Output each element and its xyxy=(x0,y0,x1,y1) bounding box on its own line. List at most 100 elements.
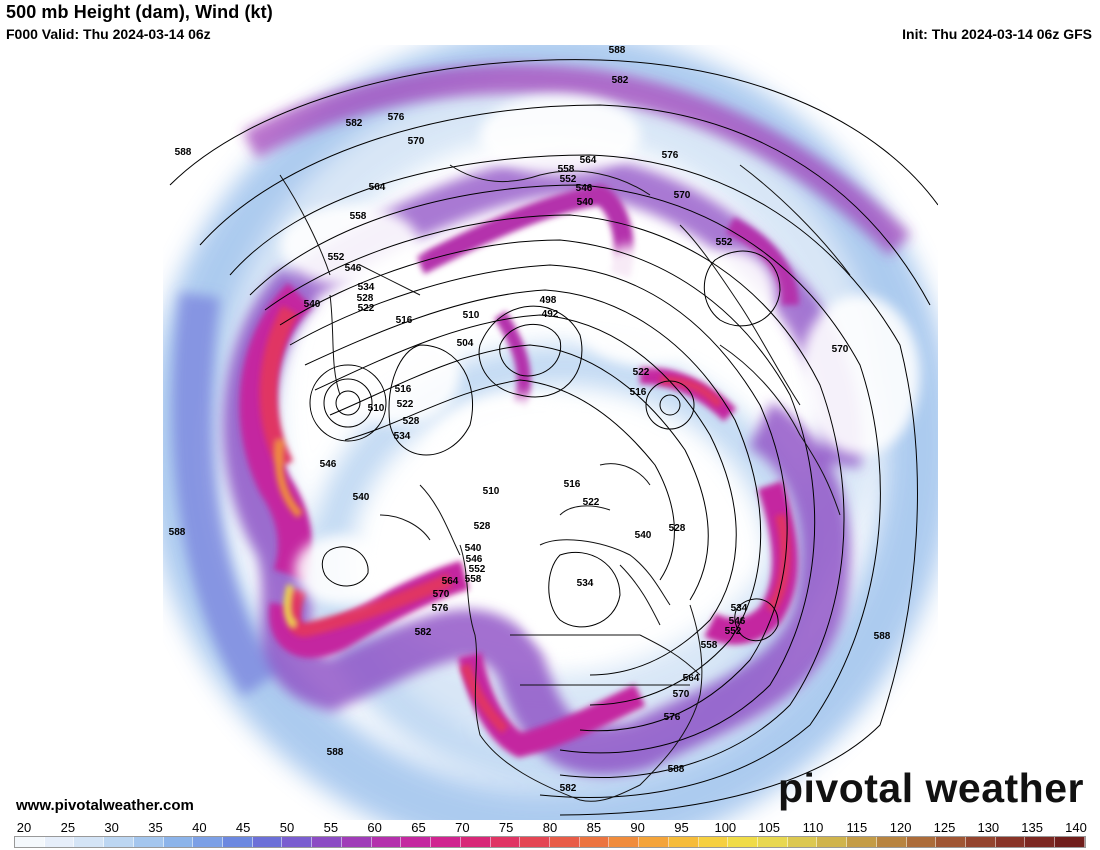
colorbar-cell xyxy=(609,837,640,847)
colorbar-tick-label: 55 xyxy=(323,820,339,835)
contour-label: 516 xyxy=(564,479,581,490)
colorbar-tick-label: 110 xyxy=(802,820,824,835)
contour-label: 564 xyxy=(580,155,597,166)
contour-label: 498 xyxy=(540,295,557,306)
chart-header: 500 mb Height (dam), Wind (kt) F000 Vali… xyxy=(0,0,1100,46)
contour-label: 588 xyxy=(169,527,186,538)
contour-label: 510 xyxy=(368,403,385,414)
contour-label: 546 xyxy=(576,183,593,194)
colorbar-cell xyxy=(698,837,729,847)
contour-label: 540 xyxy=(304,299,321,310)
contour-label: 552 xyxy=(725,626,742,637)
colorbar-cell xyxy=(639,837,669,847)
colorbar-cell xyxy=(341,837,372,847)
colorbar-cell xyxy=(995,837,1026,847)
colorbar-cell xyxy=(104,837,134,847)
contour-label: 516 xyxy=(630,387,647,398)
colorbar-tick-label: 120 xyxy=(889,820,912,835)
contour-label: 582 xyxy=(346,118,363,129)
colorbar-cell xyxy=(579,837,610,847)
contour-label: 552 xyxy=(328,252,345,263)
height-contours xyxy=(169,59,938,816)
brand-logo: pivotal weather xyxy=(778,765,1084,811)
contour-label: 492 xyxy=(542,309,559,320)
contour-label: 546 xyxy=(729,616,746,627)
contour-label: 588 xyxy=(609,45,626,56)
contour-label: 576 xyxy=(388,112,405,123)
colorbar-tick-label: 40 xyxy=(192,820,207,835)
contour-label: 570 xyxy=(408,136,425,147)
colorbar-cell xyxy=(460,837,491,847)
colorbar-tick-label: 95 xyxy=(674,820,689,835)
colorbar-tick-label: 35 xyxy=(148,820,163,835)
contour-label: 540 xyxy=(353,492,370,503)
contour-label: 534 xyxy=(358,282,375,293)
contour-label: 528 xyxy=(403,416,420,427)
contour-label: 558 xyxy=(701,640,718,651)
contour-label: 534 xyxy=(394,431,411,442)
map-canvas: 5885825885825765705765645585525465405705… xyxy=(163,45,938,820)
weather-map: 588 582 588 582 576 570 576 564 558 552 546 540 570 5… xyxy=(0,45,1100,820)
contour-label: 588 xyxy=(668,764,685,775)
contour-label: 516 xyxy=(395,384,412,395)
colorbar-cell xyxy=(787,837,818,847)
colorbar-tick-label: 135 xyxy=(1021,820,1044,835)
contour-label: 558 xyxy=(465,574,482,585)
contour-label: 582 xyxy=(415,627,432,638)
colorbar-tick-label: 60 xyxy=(367,820,382,835)
contour-label: 528 xyxy=(357,293,374,304)
colorbar-tick-label: 125 xyxy=(933,820,956,835)
colorbar-cell xyxy=(906,837,937,847)
colorbar-tick-label: 85 xyxy=(586,820,602,835)
colorbar-cell xyxy=(490,837,521,847)
colorbar-cell xyxy=(847,837,877,847)
coastlines xyxy=(279,164,851,802)
colorbar-tick-label: 130 xyxy=(977,820,1000,835)
wind-shading xyxy=(163,45,938,820)
contour-label: 534 xyxy=(731,603,748,614)
colorbar-cell xyxy=(1025,837,1056,847)
colorbar-cell xyxy=(936,837,966,847)
colorbar-cell xyxy=(817,837,848,847)
contour-label: 510 xyxy=(483,486,500,497)
colorbar-tick-label: 25 xyxy=(60,820,76,835)
colorbar-cell xyxy=(520,837,550,847)
contour-label: 564 xyxy=(683,673,700,684)
colorbar-cell xyxy=(966,837,996,847)
contour-label: 522 xyxy=(397,399,414,410)
contour-label: 576 xyxy=(664,712,681,723)
colorbar-cell xyxy=(133,837,164,847)
contour-label: 528 xyxy=(669,523,686,534)
contour-label: 576 xyxy=(662,150,679,161)
colorbar-cell xyxy=(223,837,253,847)
contour-label: 558 xyxy=(350,211,367,222)
contour-label: 522 xyxy=(583,497,600,508)
colorbar-tick-label: 100 xyxy=(714,820,737,835)
contour-label: 546 xyxy=(466,554,483,565)
colorbar-cell xyxy=(431,837,461,847)
valid-time: F000 Valid: Thu 2024-03-14 06z xyxy=(6,26,211,42)
contour-label: 564 xyxy=(369,182,386,193)
contour-label: 588 xyxy=(327,747,344,758)
contour-label: 588 xyxy=(874,631,891,642)
contour-label: 504 xyxy=(457,338,474,349)
contour-label: 540 xyxy=(465,543,482,554)
contour-label: 510 xyxy=(463,310,480,321)
colorbar-tick-label: 140 xyxy=(1065,820,1087,835)
contour-label: 564 xyxy=(442,576,459,587)
contour-label: 540 xyxy=(577,197,594,208)
contour-label: 582 xyxy=(612,75,629,86)
contour-label: 570 xyxy=(674,190,691,201)
colorbar-cell xyxy=(74,837,105,847)
colorbar-cell xyxy=(282,837,313,847)
colorbar-cell xyxy=(401,837,432,847)
colorbar-tick-label: 70 xyxy=(455,820,470,835)
colorbar-cell xyxy=(876,837,907,847)
contour-label: 522 xyxy=(358,303,375,314)
contour-label: 552 xyxy=(716,237,733,248)
contour-label: 546 xyxy=(320,459,337,470)
colorbar-tick-labels: 20 25 30 35 40 45 50 55 60 65 70 75 80 85 90 95 100 105 11… xyxy=(0,820,1100,836)
website-url[interactable]: www.pivotalweather.com xyxy=(16,797,194,814)
contour-label: 570 xyxy=(673,689,690,700)
colorbar-tick-label: 115 xyxy=(846,820,868,835)
